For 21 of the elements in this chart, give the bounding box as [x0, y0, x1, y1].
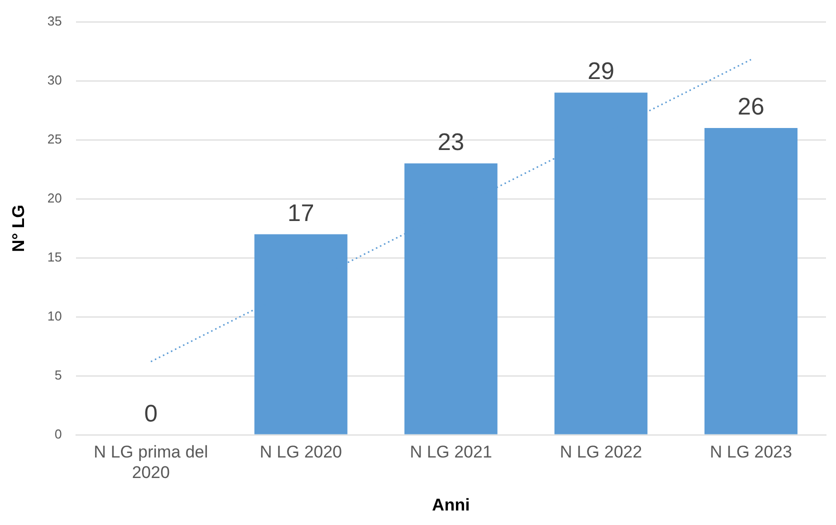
y-tick-label: 5	[54, 367, 62, 382]
data-label: 17	[288, 200, 314, 227]
y-tick-label: 35	[47, 13, 62, 28]
y-tick-label: 15	[47, 249, 62, 264]
data-label: 26	[738, 94, 764, 121]
y-axis-title: N° LG	[8, 204, 28, 252]
x-tick-label: N LG prima del 2020	[94, 442, 208, 482]
bar	[704, 128, 798, 434]
x-tick-label: N LG 2020	[260, 442, 342, 462]
y-tick-label: 20	[47, 190, 62, 206]
x-tick-label: N LG 2023	[710, 442, 792, 462]
y-tick-label: 0	[54, 426, 62, 442]
y-tick-label: 10	[47, 308, 62, 324]
x-axis-title: Anni	[432, 495, 470, 514]
x-tick-label: N LG 2022	[560, 442, 642, 462]
y-tick-label: 30	[47, 72, 62, 88]
data-label: 0	[144, 400, 158, 428]
x-tick-label: N LG 2021	[410, 442, 492, 462]
data-label: 23	[438, 129, 464, 156]
y-tick-label: 25	[47, 131, 62, 146]
data-label: 29	[588, 58, 614, 86]
